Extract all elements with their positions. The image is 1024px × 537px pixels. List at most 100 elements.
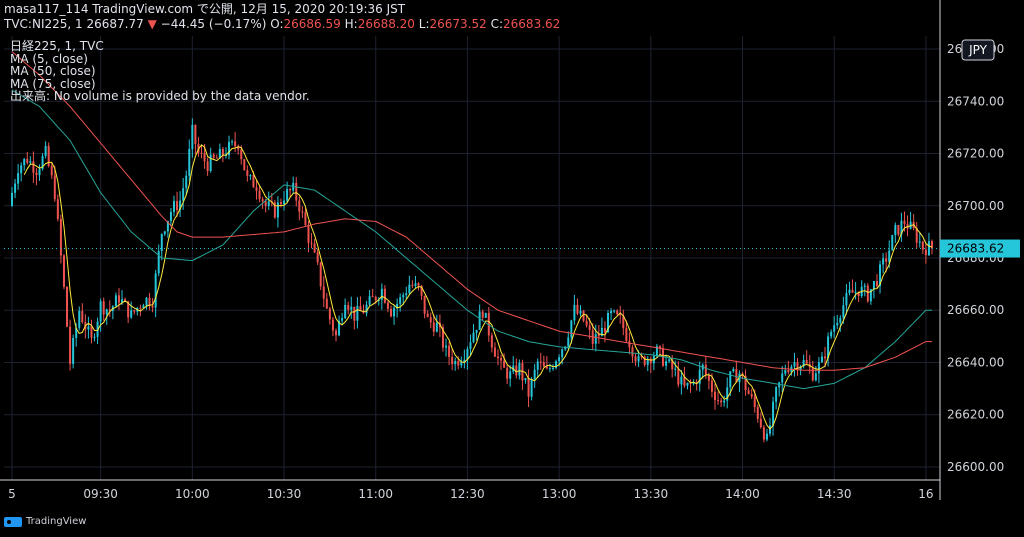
candle-body — [548, 368, 551, 370]
legend-ma75[interactable]: MA (75, close) — [10, 76, 96, 91]
candle-body — [261, 199, 264, 202]
candle-body — [579, 310, 582, 314]
candle-body — [429, 317, 432, 323]
y-tick-label: 26620.00 — [947, 408, 1004, 422]
candle-body — [643, 356, 646, 365]
low-value: 26673.52 — [429, 17, 487, 31]
candle-body — [845, 292, 848, 306]
candle-body — [53, 175, 56, 200]
candle-body — [374, 296, 377, 301]
candle-body — [114, 295, 117, 307]
candle-body — [542, 362, 545, 367]
candle-body — [655, 346, 658, 357]
candle-body — [500, 357, 503, 361]
candle-body — [704, 364, 707, 375]
candle-body — [356, 305, 359, 321]
candle-body — [484, 312, 487, 318]
x-tick-label: 12:30 — [450, 487, 485, 501]
publish-info: masa117_114 TradingView.com で公開, 12月 15,… — [4, 2, 406, 16]
candle-body — [243, 159, 246, 171]
high-value: 26688.20 — [357, 17, 415, 31]
candle-body — [885, 258, 888, 262]
candle-body — [634, 356, 637, 362]
legend-ma5[interactable]: MA (5, close) — [10, 51, 88, 66]
candle-body — [555, 361, 558, 368]
candle-body — [775, 387, 778, 402]
candle-body — [240, 149, 243, 160]
candle-body — [796, 362, 799, 371]
x-tick-label: 13:00 — [542, 487, 577, 501]
candle-body — [206, 161, 209, 172]
candle-body — [203, 153, 206, 162]
candle-body — [130, 310, 133, 318]
candle-body — [747, 390, 750, 395]
candle-body — [276, 202, 279, 218]
candle-body — [212, 154, 215, 158]
candle-body — [756, 407, 759, 419]
candle-body — [289, 189, 292, 191]
candle-body — [588, 325, 591, 331]
x-tick-label: 16 — [918, 487, 933, 501]
candle-body — [298, 200, 301, 212]
candle-body — [151, 305, 154, 308]
candle-body — [463, 359, 466, 362]
candle-body — [772, 401, 775, 426]
candle-body — [234, 141, 237, 147]
candle-body — [710, 380, 713, 392]
candle-body — [894, 225, 897, 236]
candle-body — [744, 375, 747, 391]
ohlc-header: TVC:NI225, 1 26687.77 ▼ −44.45 (−0.17%) … — [4, 17, 560, 31]
candle-body — [228, 141, 231, 156]
close-value: 26683.62 — [503, 17, 561, 31]
candle-body — [365, 304, 368, 314]
candle-body — [441, 327, 444, 348]
candle-body — [108, 309, 111, 311]
high-label: H: — [344, 17, 358, 31]
candle-body — [368, 296, 371, 305]
candle-body — [490, 335, 493, 348]
candle-body — [328, 308, 331, 320]
candle-body — [478, 311, 481, 330]
candle-body — [69, 326, 72, 364]
candle-body — [215, 157, 218, 159]
symbol-label: TVC:NI225, 1 — [4, 17, 83, 31]
candle-body — [237, 146, 240, 150]
candle-body — [451, 356, 454, 365]
candle-body — [811, 367, 814, 381]
candle-body — [420, 285, 423, 296]
candle-body — [371, 296, 374, 298]
candle-body — [23, 158, 26, 166]
candle-body — [658, 346, 661, 349]
candle-body — [924, 249, 927, 256]
candle-body — [891, 235, 894, 251]
down-arrow-icon: ▼ — [147, 17, 157, 31]
candle-body — [445, 345, 448, 348]
candle-body — [172, 201, 175, 212]
candle-body — [625, 328, 628, 341]
legend-ma50[interactable]: MA (50, close) — [10, 64, 96, 78]
candle-body — [179, 200, 182, 210]
candle-body — [255, 187, 258, 191]
ma75-line — [11, 51, 932, 371]
candle-body — [17, 173, 20, 184]
y-tick-label: 26700.00 — [947, 199, 1004, 213]
candle-body — [857, 291, 860, 297]
candle-body — [564, 346, 567, 350]
candle-body — [646, 358, 649, 365]
candle-body — [576, 304, 579, 314]
candle-body — [723, 400, 726, 403]
candle-body — [677, 368, 680, 385]
candle-body — [509, 371, 512, 379]
candle-body — [246, 170, 249, 176]
candle-body — [475, 329, 478, 333]
candle-body — [830, 331, 833, 337]
candle-body — [264, 201, 267, 206]
candle-body — [169, 211, 172, 222]
candle-body — [50, 165, 53, 176]
candle-body — [295, 182, 298, 201]
candle-body — [493, 347, 496, 357]
indicator-legend: 日経225, 1, TVC MA (5, close) MA (50, clos… — [10, 40, 310, 103]
tradingview-brand: TradingView — [4, 516, 86, 527]
candle-body — [224, 155, 227, 157]
